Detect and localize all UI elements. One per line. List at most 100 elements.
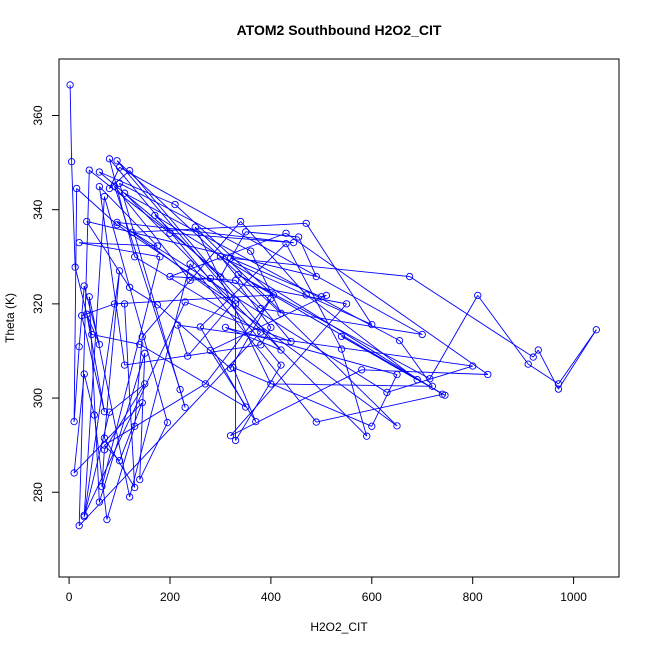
data-point xyxy=(100,192,109,201)
data-point xyxy=(191,223,199,231)
data-point xyxy=(196,323,204,331)
data-point xyxy=(342,300,351,308)
series-segment xyxy=(134,336,143,427)
series-segment xyxy=(69,84,73,162)
data-point xyxy=(257,328,265,336)
data-point xyxy=(83,310,91,318)
series-segment xyxy=(139,343,246,408)
series-segment xyxy=(71,161,76,268)
data-point xyxy=(141,380,149,388)
series-segment xyxy=(81,303,115,317)
series-segment xyxy=(129,263,191,498)
series-segment xyxy=(285,243,342,350)
data-point xyxy=(206,274,215,283)
data-point xyxy=(75,343,83,351)
series-segment xyxy=(98,186,126,366)
data-point xyxy=(70,469,78,477)
series-segment xyxy=(260,308,423,335)
series-segment xyxy=(116,160,282,314)
series-segment xyxy=(74,267,93,335)
data-point xyxy=(88,330,96,339)
data-point xyxy=(554,380,563,388)
data-point xyxy=(113,221,121,229)
data-point xyxy=(282,229,290,237)
series-segment xyxy=(225,327,282,351)
y-tick-label: 280 xyxy=(31,482,45,502)
data-point xyxy=(231,300,240,308)
series-segment xyxy=(83,301,186,516)
data-point xyxy=(216,253,225,261)
series-segment xyxy=(429,295,479,379)
series-segment xyxy=(79,242,160,258)
data-point xyxy=(95,498,104,506)
data-point xyxy=(267,323,275,332)
series-segment xyxy=(116,224,236,305)
data-point xyxy=(405,272,414,281)
data-point xyxy=(484,370,492,379)
data-point xyxy=(105,408,114,416)
data-point xyxy=(231,436,240,445)
series-layer xyxy=(66,81,600,530)
data-point xyxy=(441,391,449,399)
data-point xyxy=(85,166,93,174)
data-point xyxy=(529,353,537,361)
data-point xyxy=(110,182,119,190)
series-segment xyxy=(174,204,274,296)
series-segment xyxy=(477,295,529,365)
data-point xyxy=(103,515,111,524)
series-segment xyxy=(527,363,559,385)
series-segment xyxy=(109,383,146,413)
data-point xyxy=(231,296,240,304)
series-segment xyxy=(341,348,368,437)
series-segment xyxy=(86,221,131,288)
series-segment xyxy=(316,393,443,423)
data-point xyxy=(153,301,162,309)
series-segment xyxy=(220,256,372,326)
y-tick-label: 300 xyxy=(31,388,45,408)
data-point xyxy=(289,239,298,247)
data-point xyxy=(128,228,136,236)
series-segment xyxy=(235,280,272,328)
data-point xyxy=(337,345,346,353)
series-segment xyxy=(104,383,146,451)
data-point xyxy=(71,263,79,271)
chart-title: ATOM2 Southbound H2O2_CIT xyxy=(237,22,442,38)
data-point xyxy=(110,300,119,308)
data-point xyxy=(287,337,295,346)
data-point xyxy=(181,298,189,306)
series-segment xyxy=(305,223,373,325)
data-point xyxy=(554,385,563,393)
series-segment xyxy=(386,365,473,393)
data-point xyxy=(100,446,109,454)
data-point xyxy=(171,200,179,209)
series-segment xyxy=(230,369,362,437)
data-point xyxy=(80,513,88,521)
series-segment xyxy=(83,285,100,345)
series-segment xyxy=(134,256,262,333)
data-point xyxy=(166,229,174,237)
data-point xyxy=(368,422,376,430)
data-point xyxy=(153,242,162,250)
data-point xyxy=(277,361,285,369)
data-point xyxy=(75,522,83,530)
series-segment xyxy=(187,299,236,357)
series-segment xyxy=(230,257,410,278)
data-point xyxy=(131,253,139,261)
series-segment xyxy=(116,160,236,301)
series-segment xyxy=(78,285,85,347)
data-point xyxy=(368,320,376,329)
data-point xyxy=(383,388,391,397)
data-point xyxy=(75,239,83,247)
data-point xyxy=(206,346,215,355)
series-segment xyxy=(83,270,120,517)
data-point xyxy=(73,184,81,193)
data-point xyxy=(113,218,121,227)
data-point xyxy=(226,432,235,440)
series-segment xyxy=(194,226,398,427)
series-segment xyxy=(237,274,446,396)
series-segment xyxy=(116,222,388,393)
series-segment xyxy=(99,186,158,247)
data-point xyxy=(183,352,192,360)
x-axis-label: H2O2_CIT xyxy=(310,620,368,634)
data-point xyxy=(100,434,109,442)
